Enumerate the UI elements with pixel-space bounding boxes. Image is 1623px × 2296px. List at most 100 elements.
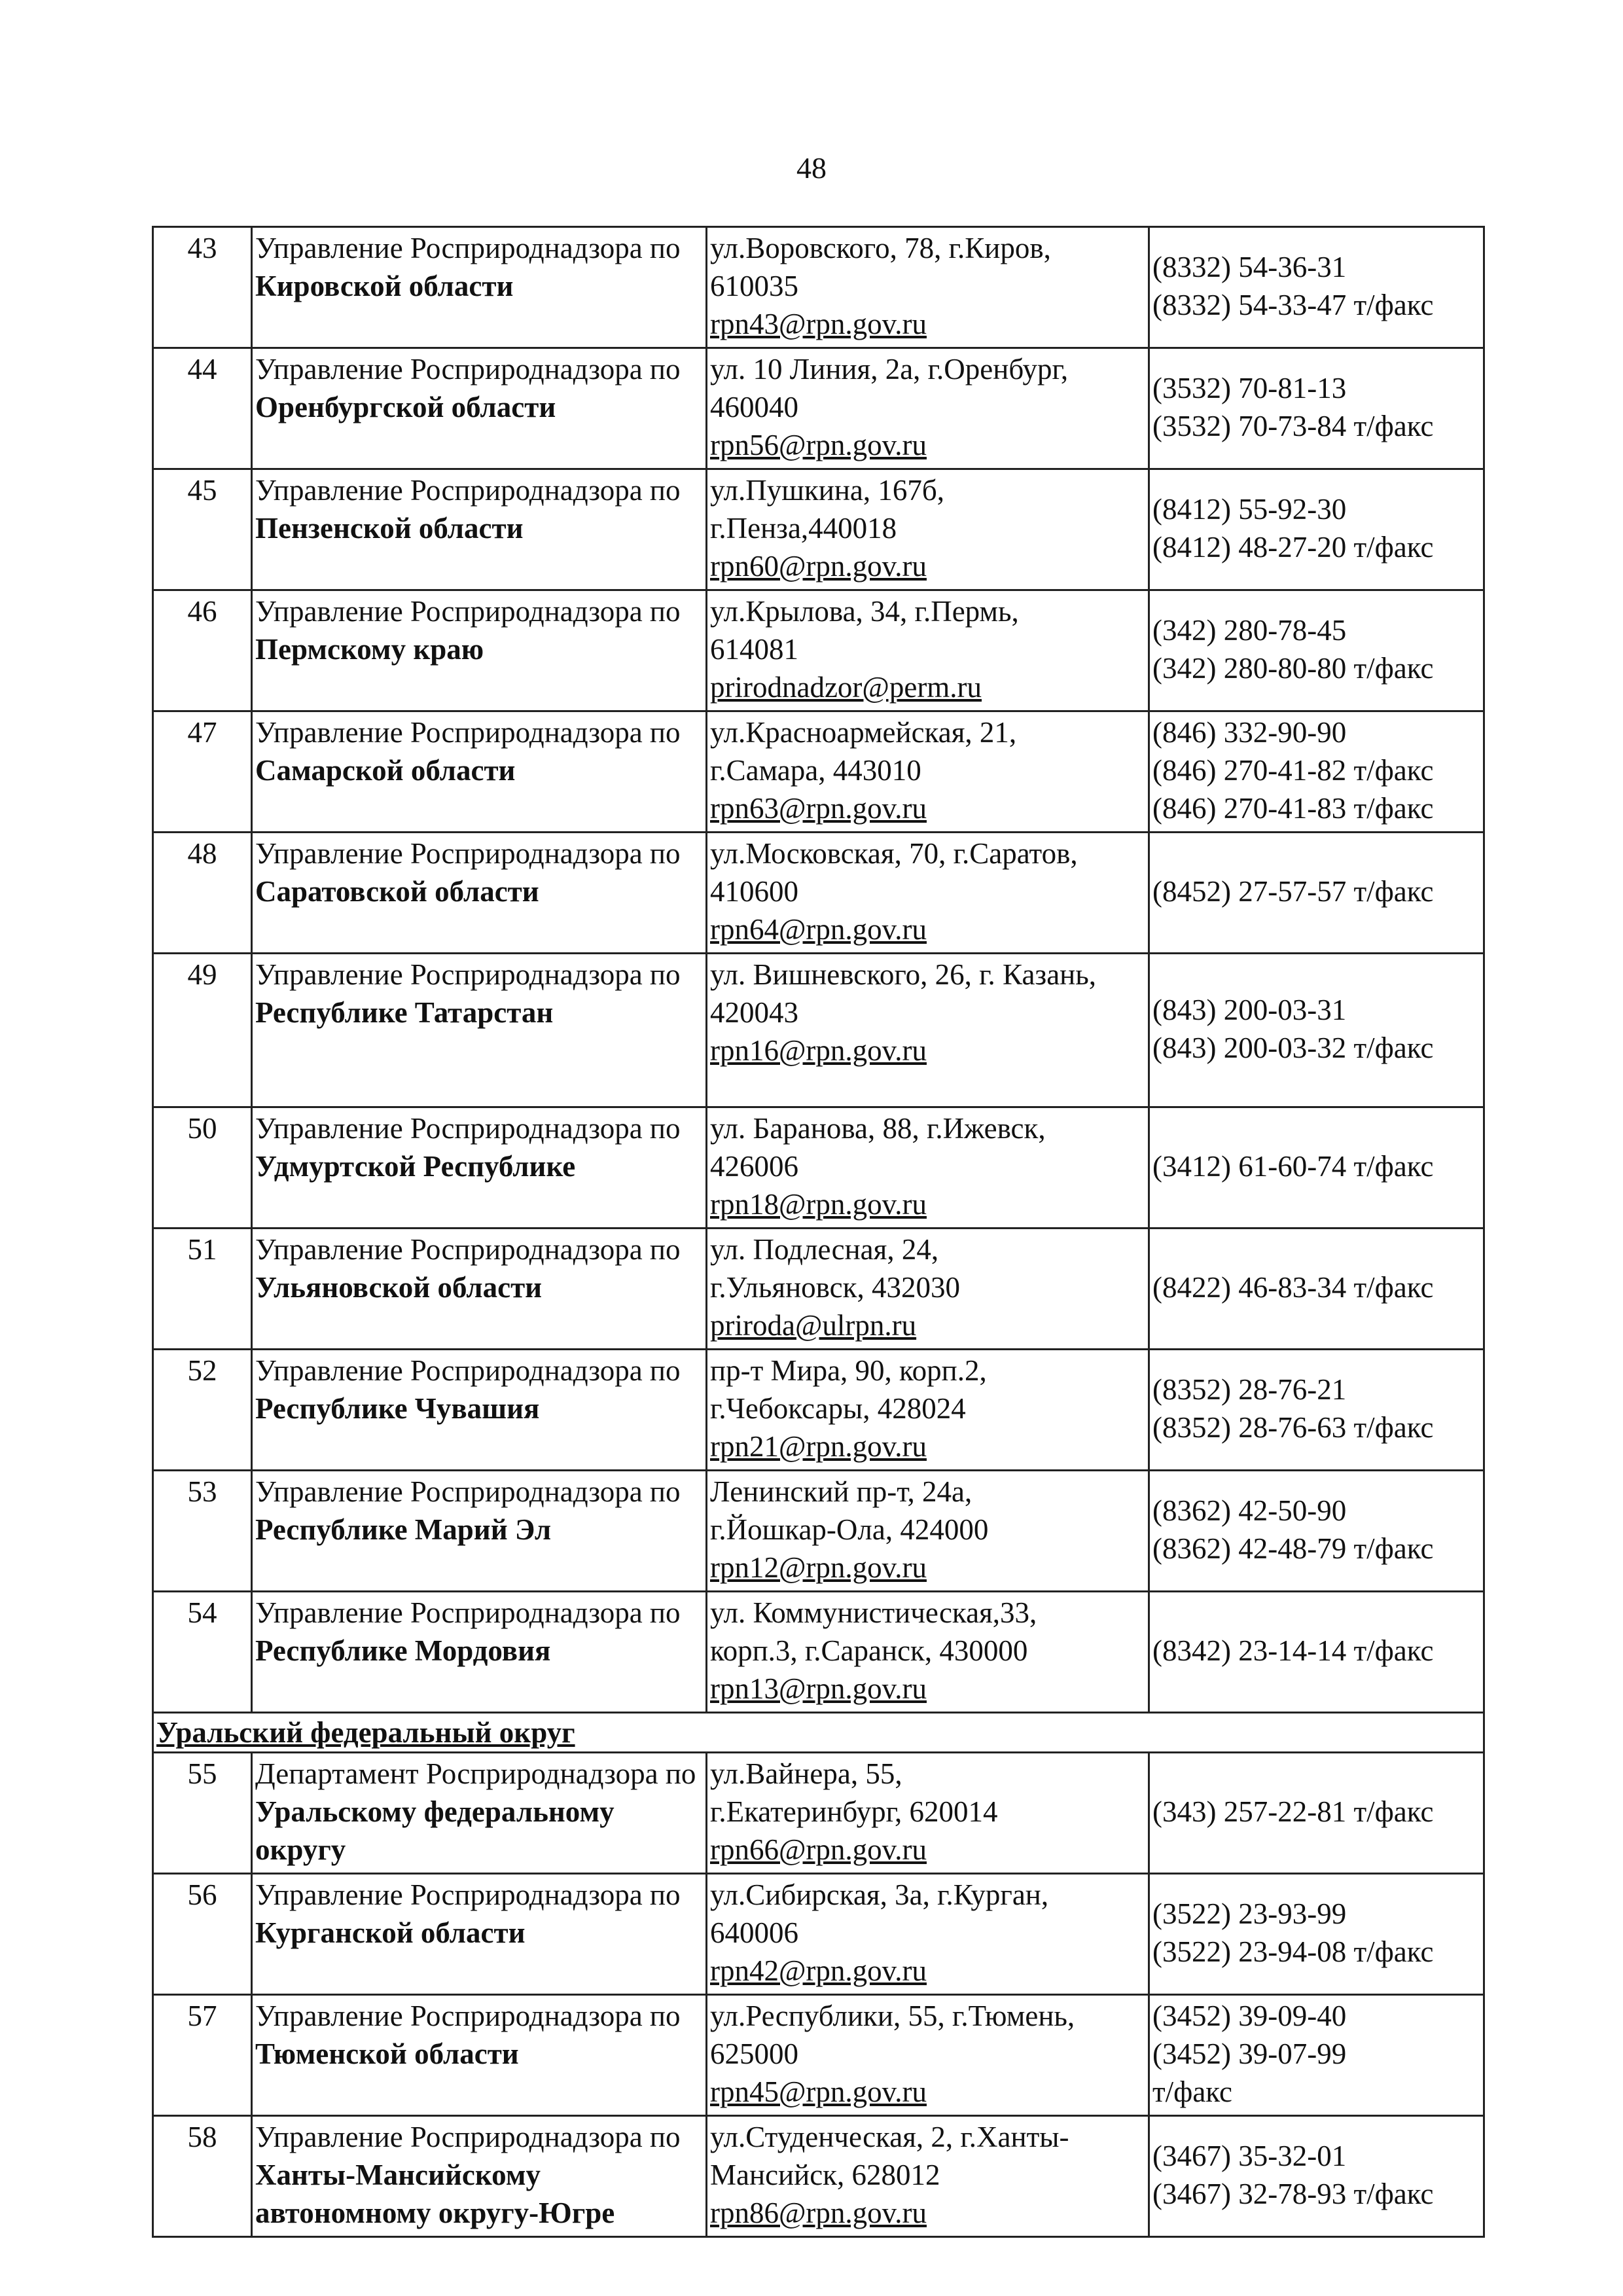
phones: (846) 332-90-90 (846) 270-41-82 т/факс (84…	[1148, 710, 1485, 833]
region: Ханты-Мансийскому автономному округу-Югр…	[255, 2159, 615, 2229]
phones: (8412) 55-92-30 (8412) 48-27-20 т/факс	[1148, 468, 1485, 591]
phone: (8342) 23-14-14 т/факс	[1152, 1634, 1434, 1667]
org-name: Управление Росприроднадзора по	[255, 353, 681, 386]
email-line: rpn60@rpn.gov.ru	[710, 547, 1145, 585]
address-line: г.Чебоксары, 428024	[710, 1392, 966, 1425]
email: rpn13@rpn.gov.ru	[710, 1672, 927, 1705]
email: rpn18@rpn.gov.ru	[710, 1188, 927, 1221]
organization: Управление Росприроднадзора по Ханты-Ман…	[251, 2115, 707, 2238]
organization: Управление Росприроднадзора по Самарской…	[251, 710, 707, 833]
address-line: г.Ульяновск, 432030	[710, 1271, 960, 1304]
email-line: rpn16@rpn.gov.ru	[710, 1031, 1145, 1069]
email: rpn86@rpn.gov.ru	[710, 2197, 927, 2229]
table-row: 55 Департамент Росприроднадзора по Уральс…	[152, 1751, 1485, 1874]
email: rpn56@rpn.gov.ru	[710, 429, 927, 461]
address: ул.Сибирская, 3а, г.Курган, 640006 rpn42@r…	[705, 1873, 1150, 1996]
address-line: 610035	[710, 270, 798, 302]
address-line: Ленинский пр-т, 24а,	[710, 1475, 972, 1508]
table-row: 52 Управление Росприроднадзора по Республ…	[152, 1348, 1485, 1471]
phones: (8342) 23-14-14 т/факс	[1148, 1590, 1485, 1713]
contacts-table: 43 Управление Росприроднадзора по Кировск…	[152, 226, 1485, 2238]
org-name: Управление Росприроднадзора по	[255, 2121, 681, 2153]
phone: (846) 332-90-90	[1152, 716, 1347, 749]
phone: (8422) 46-83-34 т/факс	[1152, 1271, 1434, 1304]
row-number: 54	[152, 1590, 253, 1713]
email: rpn21@rpn.gov.ru	[710, 1430, 927, 1463]
phone: (3522) 23-94-08 т/факс	[1152, 1935, 1434, 1968]
region: Удмуртской Республике	[255, 1150, 576, 1183]
email: rpn60@rpn.gov.ru	[710, 550, 927, 583]
phone: (3467) 35-32-01	[1152, 2140, 1347, 2172]
organization: Управление Росприроднадзора по Кировской…	[251, 226, 707, 349]
organization: Управление Росприроднадзора по Тюменской…	[251, 1994, 707, 2117]
email: rpn12@rpn.gov.ru	[710, 1551, 927, 1584]
row-number: 43	[152, 226, 253, 349]
phones: (8352) 28-76-21 (8352) 28-76-63 т/факс	[1148, 1348, 1485, 1471]
phones: (3412) 61-60-74 т/факс	[1148, 1106, 1485, 1229]
phone: (843) 200-03-31	[1152, 994, 1347, 1026]
org-name: Управление Росприроднадзора по	[255, 1878, 681, 1911]
table-row: 45 Управление Росприроднадзора по Пензенс…	[152, 468, 1485, 591]
phone: (3532) 70-81-13	[1152, 372, 1347, 404]
region: Республике Чувашия	[255, 1392, 540, 1425]
email-line: rpn18@rpn.gov.ru	[710, 1185, 1145, 1223]
row-number: 46	[152, 589, 253, 712]
address-line: г.Екатеринбург, 620014	[710, 1795, 998, 1828]
email: rpn16@rpn.gov.ru	[710, 1034, 927, 1067]
region: Самарской области	[255, 754, 516, 787]
phone: (846) 270-41-83 т/факс	[1152, 792, 1434, 825]
phones: (342) 280-78-45 (342) 280-80-80 т/факс	[1148, 589, 1485, 712]
address: ул.Красноармейская, 21, г.Самара, 443010 r…	[705, 710, 1150, 833]
address: ул. 10 Линия, 2а, г.Оренбург, 460040 rpn56…	[705, 347, 1150, 470]
email-line: rpn42@rpn.gov.ru	[710, 1952, 1145, 1990]
region: Оренбургской области	[255, 391, 556, 423]
org-name: Управление Росприроднадзора по	[255, 958, 681, 991]
email-line: rpn86@rpn.gov.ru	[710, 2194, 1145, 2232]
address: ул.Вайнера, 55, г.Екатеринбург, 620014 rpn…	[705, 1751, 1150, 1874]
address-line: г.Самара, 443010	[710, 754, 921, 787]
address-line: ул. Вишневского, 26, г. Казань,	[710, 958, 1097, 991]
phone: (8412) 48-27-20 т/факс	[1152, 531, 1434, 564]
phone: (3412) 61-60-74 т/факс	[1152, 1150, 1434, 1183]
address-line: г.Пенза,440018	[710, 512, 897, 545]
email-line: rpn43@rpn.gov.ru	[710, 305, 1145, 343]
address-line: ул.Московская, 70, г.Саратов,	[710, 837, 1078, 870]
address-line: ул. Баранова, 88, г.Ижевск,	[710, 1112, 1046, 1145]
row-number: 57	[152, 1994, 253, 2117]
region: Саратовской области	[255, 875, 539, 908]
org-name: Управление Росприроднадзора по	[255, 2000, 681, 2032]
section-title: Уральский федеральный округ	[152, 1712, 1485, 1753]
table-row: 54 Управление Росприроднадзора по Республ…	[152, 1590, 1485, 1713]
address-line: 460040	[710, 391, 798, 423]
email: priroda@ulrpn.ru	[710, 1309, 917, 1342]
address-line: ул.Студенческая, 2, г.Ханты-	[710, 2121, 1069, 2153]
phone: (846) 270-41-82 т/факс	[1152, 754, 1434, 787]
row-number: 44	[152, 347, 253, 470]
org-name: Управление Росприроднадзора по	[255, 232, 681, 264]
email-line: priroda@ulrpn.ru	[710, 1306, 1145, 1344]
address: ул. Коммунистическая,33, корп.3, г.Саранс…	[705, 1590, 1150, 1713]
phone: (8332) 54-33-47 т/факс	[1152, 289, 1434, 321]
region: Курганской области	[255, 1916, 526, 1949]
address-line: 426006	[710, 1150, 798, 1183]
email-line: rpn56@rpn.gov.ru	[710, 426, 1145, 464]
phone: (342) 280-78-45	[1152, 614, 1347, 647]
org-name: Управление Росприроднадзора по	[255, 1354, 681, 1387]
address-line: г.Йошкар-Ола, 424000	[710, 1513, 989, 1546]
row-number: 55	[152, 1751, 253, 1874]
phones: (8422) 46-83-34 т/факс	[1148, 1227, 1485, 1350]
row-number: 58	[152, 2115, 253, 2238]
phones: (8362) 42-50-90 (8362) 42-48-79 т/факс	[1148, 1469, 1485, 1592]
email: rpn42@rpn.gov.ru	[710, 1954, 927, 1987]
address-line: 625000	[710, 2037, 798, 2070]
address-line: 614081	[710, 633, 798, 666]
organization: Управление Росприроднадзора по Саратовск…	[251, 831, 707, 954]
phone: (8362) 42-48-79 т/факс	[1152, 1532, 1434, 1565]
region: Ульяновской области	[255, 1271, 543, 1304]
phone: (843) 200-03-32 т/факс	[1152, 1031, 1434, 1064]
address-line: 640006	[710, 1916, 798, 1949]
org-name: Управление Росприроднадзора по	[255, 1112, 681, 1145]
address: ул. Вишневского, 26, г. Казань, 420043 rpn…	[705, 952, 1150, 1108]
row-number: 45	[152, 468, 253, 591]
